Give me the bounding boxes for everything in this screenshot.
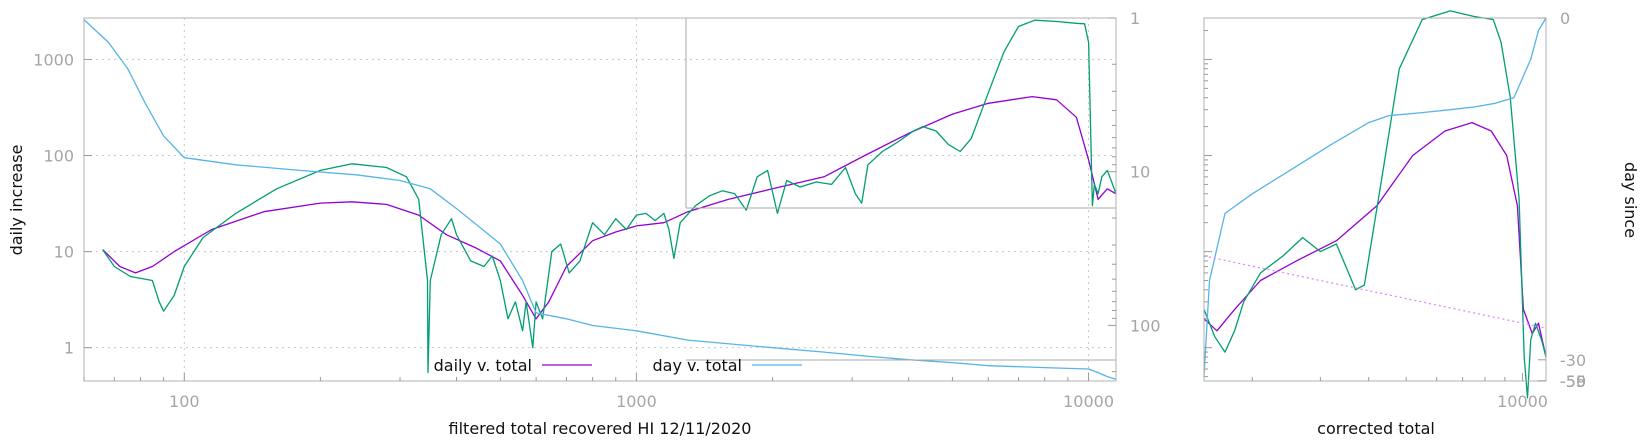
main-plot: 100 1000 10000 1 10 100 1000 1 10 100 filtered to… [7,9,1161,438]
right-plot: 10000 0 -30 -50-55-59 corrected total day s… [1203,9,1640,438]
legend-label-day: day v. total [653,356,743,375]
series-line-day [83,19,1117,380]
right-y2-tick-label: 0 [1560,9,1570,28]
left-ticks: 100 1000 10000 1 10 100 1000 1 10 100 [33,9,1160,411]
left-y-tick-label: 1 [64,339,74,358]
right-y2-tick-label: -50 [1560,372,1586,391]
left-grid [84,18,1116,381]
left-y2-tick-label: 10 [1130,163,1150,182]
right-ticks: 10000 0 -30 -50-55-59 [1204,9,1586,411]
right-y2-tick-label: -55 [1560,372,1586,391]
left-x-axis-label: filtered total recovered HI 12/11/2020 [449,419,752,438]
legend-label-daily: daily v. total [434,356,532,375]
left-series-group [83,19,1117,380]
legend: daily v. total day v. total [434,356,802,375]
right-series-line-raw-corrected [1203,10,1547,399]
right-x-tick-label: 10000 [1497,392,1548,411]
right-series-line-daily-corrected [1203,121,1547,358]
right-y2-tick-label: -59 [1560,372,1586,391]
series-line-daily [102,95,1117,320]
right-x-axis-label: corrected total [1317,419,1435,438]
left-x-tick-label: 10000 [1063,392,1114,411]
left-y2-tick-label: 100 [1130,316,1161,335]
right-series-group [1203,10,1547,399]
left-x-tick-label: 1000 [616,392,657,411]
right-y2-axis-label: day since [1621,162,1640,238]
left-x-tick-label: 100 [169,392,200,411]
right-y2-tick-label: -30 [1560,351,1586,370]
left-y2-tick-label: 1 [1130,9,1140,28]
left-y-tick-label: 10 [54,243,74,262]
right-plot-frame [1203,17,1547,382]
series-line-raw [102,19,1117,374]
left-y-axis-label: daily increase [7,145,26,256]
right-series-line-day-corrected [1203,17,1547,377]
left-y-tick-label: 100 [43,147,74,166]
left-y-tick-label: 1000 [33,50,74,69]
left-plot-frame [83,17,1117,382]
right-series-line-trend-dotted [1203,255,1547,329]
